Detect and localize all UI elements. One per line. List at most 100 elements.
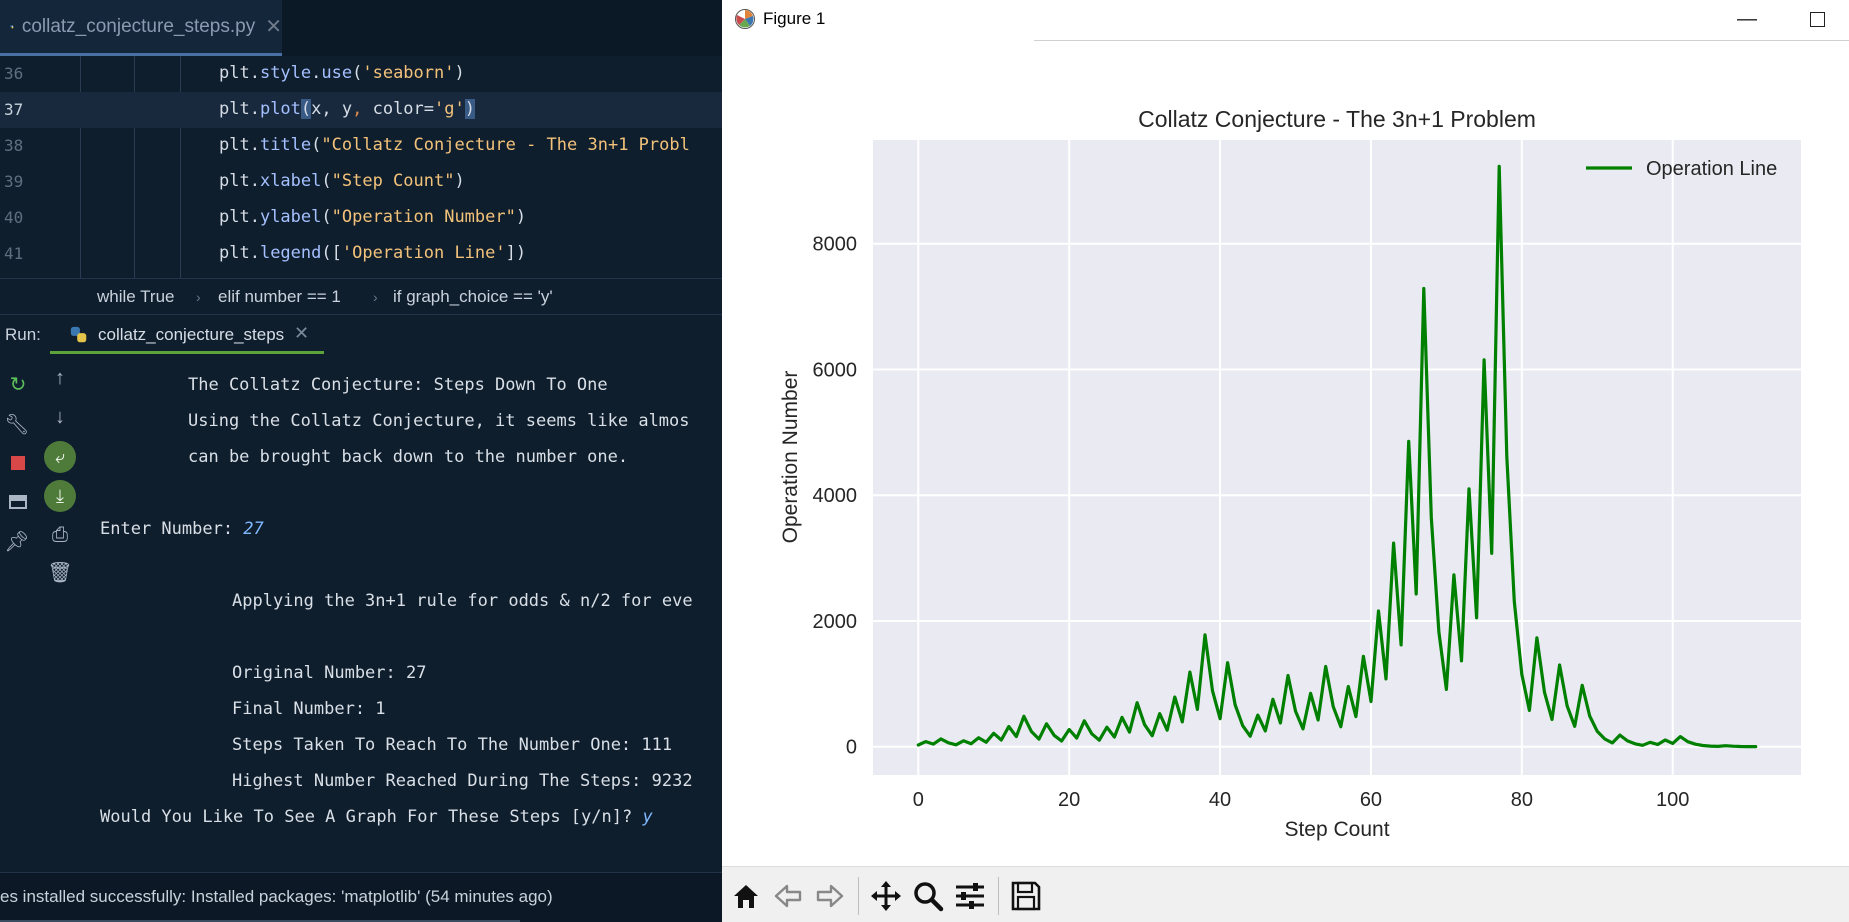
y-tick-label: 8000 — [813, 234, 858, 256]
console-graph-answer: y — [642, 807, 653, 827]
code-line[interactable]: 36 plt.style.use('seaborn') — [0, 56, 722, 92]
code-token: x, y — [311, 99, 353, 119]
scroll-to-end-icon[interactable]: ⤓ — [44, 480, 76, 512]
x-tick-label: 60 — [1360, 789, 1382, 811]
code-token: plt. — [219, 243, 260, 263]
code-line[interactable]: 37 plt.plot(x, y, color='g') — [0, 92, 722, 128]
editor-tab[interactable]: collatz_conjecture_steps.py ✕ — [0, 0, 282, 56]
code-line[interactable]: 38 plt.title("Collatz Conjecture - The 3n… — [0, 128, 722, 164]
code-token: title — [259, 135, 312, 155]
y-tick-label: 0 — [846, 737, 857, 759]
toolbar-divider — [858, 877, 859, 915]
home-icon[interactable] — [727, 877, 765, 915]
indent-guide — [80, 56, 81, 278]
trash-icon[interactable]: 🗑︎ — [47, 561, 73, 584]
console-prompt: Enter Number: — [100, 519, 244, 539]
code-token: ( — [321, 207, 332, 227]
wrench-icon[interactable]: 🔧︎ — [4, 413, 30, 436]
legend-label: Operation Line — [1646, 158, 1777, 180]
stop-icon[interactable] — [5, 450, 31, 476]
x-tick-label: 0 — [913, 789, 924, 811]
code-token: 'seaborn' — [362, 63, 455, 83]
python-file-icon — [70, 326, 87, 343]
indent-guide — [134, 56, 135, 278]
editor-tab-bar: collatz_conjecture_steps.py ✕ — [0, 0, 722, 56]
code-token: xlabel — [259, 171, 322, 191]
breadcrumb-item[interactable]: while True — [97, 287, 175, 306]
code-token: plt. — [219, 207, 260, 227]
x-axis-ticks: 0 20 40 60 80 100 — [913, 789, 1690, 811]
layout-icon[interactable] — [5, 489, 31, 515]
toolbar-divider — [998, 877, 999, 915]
zoom-icon[interactable] — [909, 877, 947, 915]
window-title: Figure 1 — [763, 9, 826, 28]
divider — [1034, 40, 1849, 41]
code-line[interactable]: 40 plt.ylabel("Operation Number") — [0, 200, 722, 236]
pin-icon[interactable]: 📌︎ — [4, 530, 30, 553]
code-token: plt. — [219, 63, 260, 83]
back-arrow-icon[interactable] — [769, 877, 807, 915]
configure-subplots-icon[interactable] — [951, 877, 989, 915]
code-editor[interactable]: 36 plt.style.use('seaborn') 37 plt.plot(x, … — [0, 56, 722, 278]
code-text: plt.title("Collatz Conjecture - The 3n+1… — [219, 135, 690, 155]
code-line[interactable]: 41 plt.legend(['Operation Line']) — [0, 236, 722, 272]
soft-wrap-icon[interactable]: ⤶ — [44, 441, 76, 473]
code-token: ) — [454, 171, 465, 191]
ide-window: collatz_conjecture_steps.py ✕ 36 plt.styl… — [0, 0, 722, 922]
forward-arrow-icon[interactable] — [811, 877, 849, 915]
console-graph-prompt-line: Would You Like To See A Graph For These … — [100, 807, 653, 827]
breadcrumb: while True › elif number == 1 › if graph… — [0, 278, 722, 314]
gridlines — [873, 140, 1801, 775]
code-token: 'Operation Line' — [341, 243, 506, 263]
code-token: "Step Count" — [331, 171, 455, 191]
code-token: ylabel — [259, 207, 322, 227]
run-tab-label: collatz_conjecture_steps — [98, 325, 285, 344]
print-icon[interactable]: ⎙ — [52, 523, 68, 546]
save-icon[interactable] — [1007, 877, 1045, 915]
plot-canvas[interactable]: 0 20 40 60 80 100 0 2000 4000 6000 8000 Operation… — [722, 41, 1849, 865]
status-text[interactable]: es installed successfully: Installed pac… — [0, 887, 553, 906]
code-token: ) — [464, 99, 475, 119]
console-line: Using the Collatz Conjecture, it seems l… — [188, 411, 690, 431]
console-prompt-line: Enter Number: 27 — [100, 519, 264, 539]
matplotlib-icon — [735, 9, 755, 29]
close-icon[interactable]: ✕ — [294, 323, 310, 343]
y-tick-label: 6000 — [813, 359, 858, 381]
arrow-up-icon[interactable]: ↑ — [55, 366, 65, 389]
run-console[interactable]: ↻ 🔧︎ 📌︎ ↑ ↓ ⤶ ⤓ ⎙ 🗑︎ The Collatz Conject… — [0, 354, 722, 872]
code-line[interactable]: 39 plt.xlabel("Step Count") — [0, 164, 722, 200]
code-token: style — [259, 63, 312, 83]
console-line: Steps Taken To Reach To The Number One: … — [232, 735, 673, 755]
console-line: can be brought back down to the number o… — [188, 447, 629, 467]
y-axis-ticks: 0 2000 4000 6000 8000 — [813, 234, 858, 759]
close-icon[interactable]: ✕ — [265, 16, 282, 38]
run-tab[interactable]: collatz_conjecture_steps ✕ — [50, 315, 324, 354]
arrow-down-icon[interactable]: ↓ — [55, 405, 65, 428]
code-token: use — [321, 63, 353, 83]
code-token: ( — [352, 63, 363, 83]
line-number: 36 — [4, 64, 24, 83]
code-token: plot — [259, 99, 301, 119]
line-number: 39 — [4, 172, 24, 191]
y-axis-label: Operation Number — [779, 371, 802, 544]
breadcrumb-item[interactable]: if graph_choice == 'y' — [393, 287, 553, 306]
breadcrumb-item[interactable]: elif number == 1 — [218, 287, 341, 306]
minimize-icon[interactable]: — — [1737, 7, 1757, 30]
console-graph-prompt: Would You Like To See A Graph For These … — [100, 807, 643, 827]
x-axis-label: Step Count — [1284, 818, 1389, 841]
x-tick-label: 20 — [1058, 789, 1080, 811]
code-text: plt.ylabel("Operation Number") — [219, 207, 526, 227]
window-title-bar[interactable]: Figure 1 — — [722, 0, 1849, 38]
python-file-icon — [10, 24, 14, 28]
code-token: legend — [259, 243, 322, 263]
code-token: "Collatz Conjecture - The 3n+1 Probl — [321, 135, 690, 155]
run-label: Run: — [5, 325, 41, 344]
code-token: ) — [454, 63, 465, 83]
rerun-icon[interactable]: ↻ — [9, 373, 27, 396]
code-token: "Operation Number" — [331, 207, 516, 227]
code-token: ([ — [321, 243, 342, 263]
pan-icon[interactable] — [867, 877, 905, 915]
code-token: color= — [372, 99, 435, 119]
maximize-icon[interactable] — [1787, 2, 1847, 36]
code-token: 'g' — [434, 99, 465, 119]
